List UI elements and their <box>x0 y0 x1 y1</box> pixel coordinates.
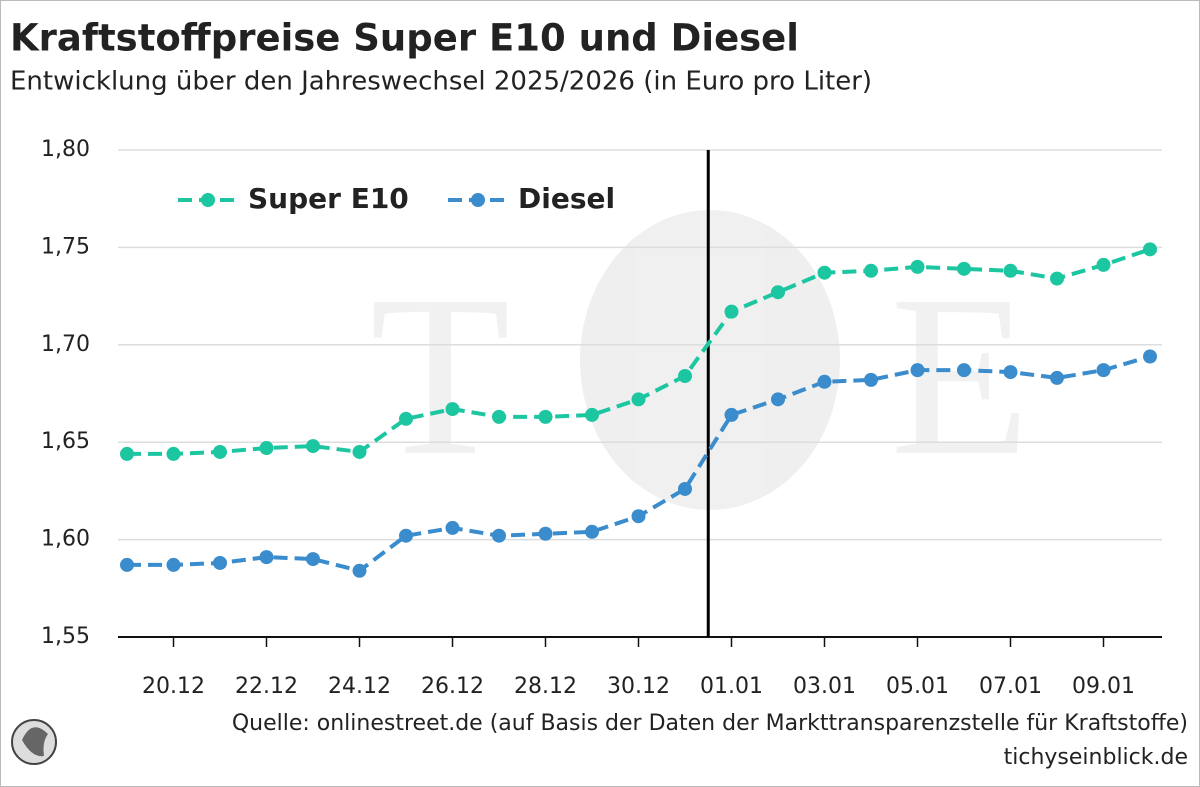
point <box>352 444 367 459</box>
svg-text:T: T <box>370 248 511 503</box>
point <box>492 409 506 424</box>
site: tichyseinblick.de <box>1004 745 1188 770</box>
point <box>910 363 925 378</box>
point <box>1050 370 1064 385</box>
point <box>259 550 274 565</box>
point <box>631 509 646 524</box>
legend-dot <box>471 193 485 207</box>
y-tick-label: 1,80 <box>41 137 90 162</box>
x-tick-label: 07.01 <box>979 674 1042 699</box>
legend-label: Diesel <box>518 182 615 215</box>
point <box>724 304 739 319</box>
point <box>678 368 692 383</box>
y-tick-label: 1,70 <box>41 332 90 357</box>
point <box>306 439 320 454</box>
point <box>1096 257 1111 272</box>
point <box>585 524 599 539</box>
point <box>1050 271 1064 286</box>
point <box>213 444 227 459</box>
x-tick-label: 01.01 <box>700 674 763 699</box>
y-tick-label: 1,75 <box>41 234 90 259</box>
point <box>120 557 134 572</box>
x-tick-label: 09.01 <box>1072 674 1135 699</box>
series <box>120 349 1157 578</box>
point <box>445 402 460 417</box>
point <box>1096 363 1111 378</box>
x-tick-label: 24.12 <box>328 674 391 699</box>
point <box>957 261 971 276</box>
point <box>771 285 785 300</box>
point <box>259 441 274 456</box>
point <box>1143 242 1157 257</box>
chart-subtitle: Entwicklung über den Jahreswechsel 2025/… <box>10 67 872 97</box>
x-tick-label: 22.12 <box>235 674 298 699</box>
x-tick-label: 05.01 <box>886 674 949 699</box>
x-tick-label: 30.12 <box>607 674 670 699</box>
x-tick-label: 03.01 <box>793 674 856 699</box>
point <box>120 446 134 461</box>
x-tick-label: 26.12 <box>421 674 484 699</box>
y-tick-label: 1,55 <box>41 624 90 649</box>
x-tick-label: 20.12 <box>142 674 205 699</box>
point <box>399 528 413 543</box>
legend-label: Super E10 <box>248 182 409 215</box>
point <box>585 407 599 422</box>
point <box>538 526 553 541</box>
point <box>538 409 553 424</box>
y-tick-label: 1,65 <box>41 429 90 454</box>
chart-title: Kraftstoffpreise Super E10 und Diesel <box>10 17 799 60</box>
point <box>492 528 506 543</box>
point <box>166 557 181 572</box>
point <box>817 265 832 280</box>
point <box>213 555 227 570</box>
logo <box>11 719 57 765</box>
point <box>1003 263 1018 278</box>
point <box>864 263 878 278</box>
point <box>306 552 320 567</box>
point <box>864 372 878 387</box>
point <box>724 407 739 422</box>
x-tick-label: 28.12 <box>514 674 577 699</box>
point <box>910 259 925 274</box>
point <box>445 520 460 535</box>
point <box>1003 365 1018 380</box>
point <box>957 363 971 378</box>
point <box>771 392 785 407</box>
point <box>678 481 692 496</box>
point <box>817 374 832 389</box>
source: Quelle: onlinestreet.de (auf Basis der D… <box>232 711 1188 736</box>
point <box>399 411 413 426</box>
point <box>631 392 646 407</box>
y-tick-label: 1,60 <box>41 527 90 552</box>
series <box>120 242 1157 461</box>
point <box>352 563 367 578</box>
point <box>166 446 181 461</box>
point <box>1143 349 1157 364</box>
legend-dot <box>201 193 215 207</box>
